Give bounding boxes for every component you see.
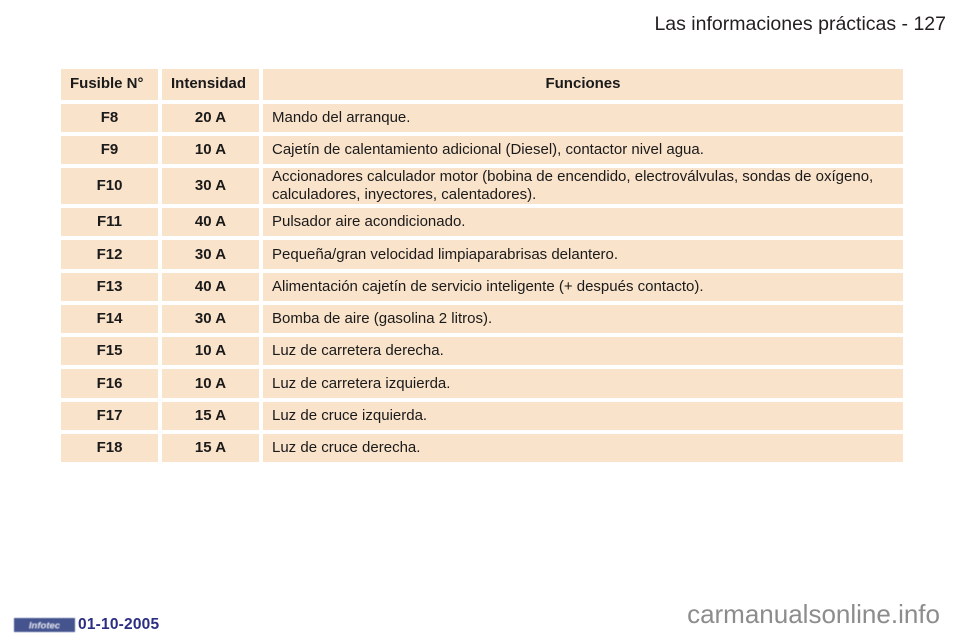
svg-text:Infotec: Infotec bbox=[29, 621, 61, 632]
